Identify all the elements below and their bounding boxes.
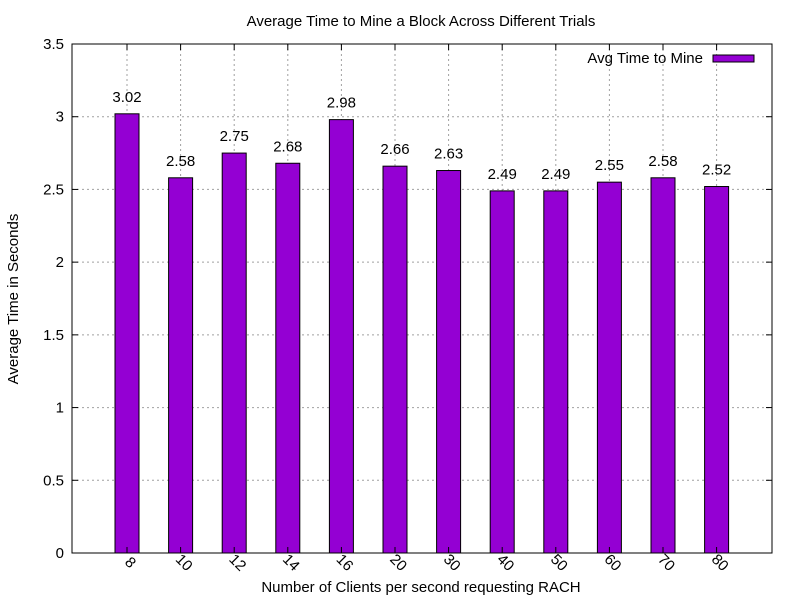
y-tick-labels: 0 0.5 1 1.5 2 2.5 3 3.5 [43, 36, 64, 562]
bar-12 [221, 152, 247, 554]
bar-14 [275, 162, 301, 554]
legend-label: Avg Time to Mine [587, 50, 703, 67]
y-tick-label: 0.5 [43, 472, 64, 489]
data-label-12: 2.75 [220, 128, 249, 145]
data-labels: 3.02 2.58 2.75 2.68 2.98 2.66 2.63 2.49 2.49 2.55… [112, 89, 731, 183]
data-label-70: 2.58 [648, 153, 677, 170]
y-axis-label: Average Time in Seconds [5, 214, 22, 385]
bar-50 [543, 190, 569, 554]
y-tick-label: 3.5 [43, 36, 64, 53]
data-label-50: 2.49 [541, 166, 570, 183]
y-tick-label: 0 [56, 545, 64, 562]
bar-16 [328, 119, 354, 554]
chart-title: Average Time to Mine a Block Across Diff… [247, 13, 596, 30]
bars [114, 113, 730, 554]
legend-swatch [712, 54, 755, 63]
x-axis-label: Number of Clients per second requesting … [261, 579, 580, 596]
y-tick-label: 3 [56, 109, 64, 126]
bar-80 [704, 186, 730, 554]
x-tick-label: 14 [279, 551, 303, 575]
x-tick-label: 16 [333, 551, 357, 575]
bar-70 [650, 177, 676, 554]
bar-20 [382, 165, 408, 554]
x-tick-label: 8 [121, 554, 139, 572]
x-tick-labels: 8 10 12 14 16 20 30 40 50 60 70 80 [121, 551, 731, 575]
data-label-14: 2.68 [273, 138, 302, 155]
y-tick-label: 1.5 [43, 327, 64, 344]
plot-frame [71, 43, 773, 554]
x-tick-label: 70 [654, 551, 678, 575]
data-label-16: 2.98 [327, 95, 356, 112]
data-label-40: 2.49 [488, 166, 517, 183]
bar-10 [168, 177, 194, 554]
x-tick-label: 80 [708, 551, 732, 575]
x-tick-label: 20 [386, 551, 410, 575]
data-label-10: 2.58 [166, 153, 195, 170]
data-label-8: 3.02 [112, 89, 141, 106]
x-tick-label: 30 [440, 551, 464, 575]
x-tick-label: 60 [601, 551, 625, 575]
x-tick-label: 40 [493, 551, 517, 575]
bar-60 [596, 181, 622, 554]
data-label-80: 2.52 [702, 162, 731, 179]
x-tick-label: 50 [547, 551, 571, 575]
data-label-20: 2.66 [380, 141, 409, 158]
bar-8 [114, 113, 140, 554]
x-tick-label: 10 [172, 551, 196, 575]
y-tick-label: 2 [56, 254, 64, 271]
bar-30 [436, 170, 462, 554]
y-tick-label: 2.5 [43, 181, 64, 198]
data-label-30: 2.63 [434, 146, 463, 163]
data-label-60: 2.55 [595, 157, 624, 174]
bar-40 [489, 190, 515, 554]
x-tick-label: 12 [225, 551, 249, 575]
y-tick-label: 1 [56, 400, 64, 417]
axis-ticks [72, 43, 772, 554]
legend: Avg Time to Mine [587, 50, 755, 67]
